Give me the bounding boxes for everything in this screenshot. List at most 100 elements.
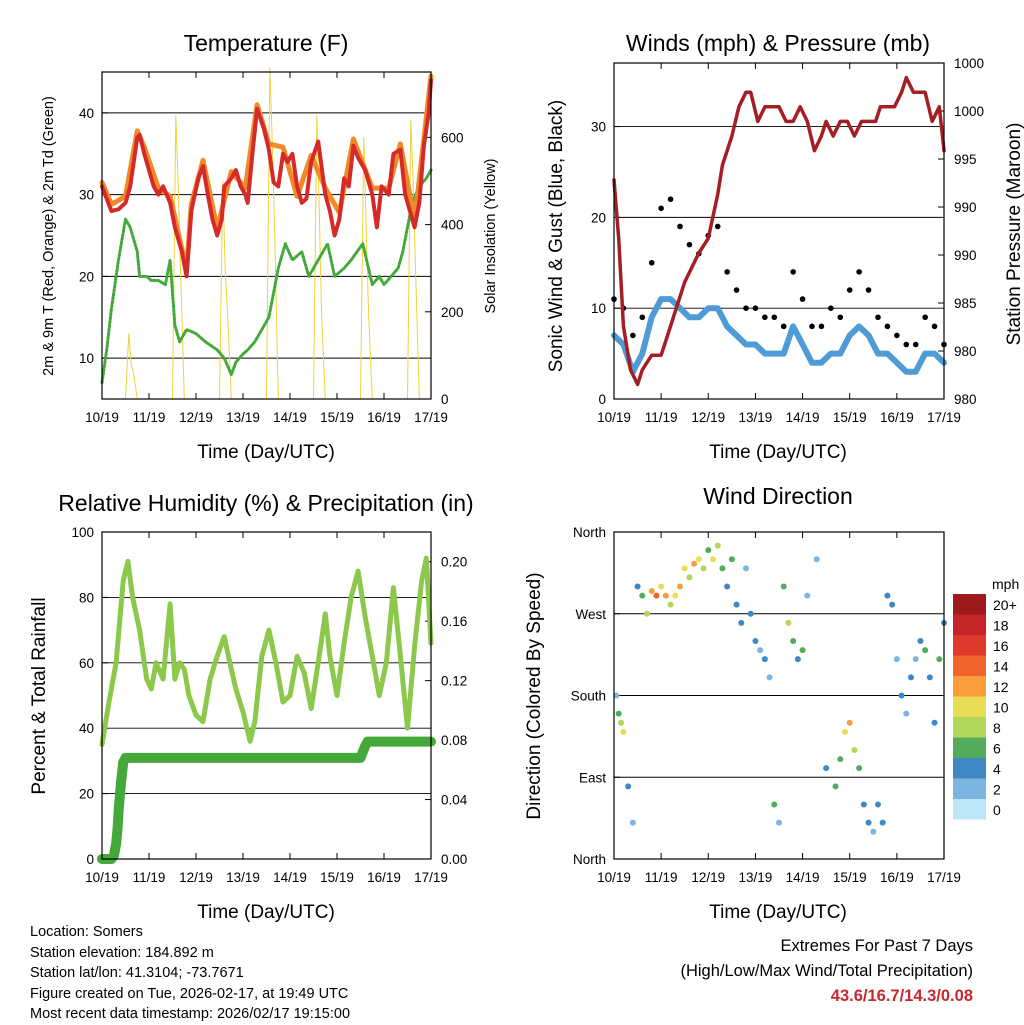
y-tick-label: North <box>573 525 606 540</box>
station-info: Location: Somers Station elevation: 184.… <box>30 922 350 1025</box>
extremes-heading: Extremes For Past 7 Days <box>780 937 973 955</box>
legend-swatch <box>953 696 986 717</box>
x-tick-label: 17/19 <box>414 410 448 425</box>
gust-point <box>809 323 815 330</box>
direction-point <box>719 565 726 572</box>
temperature-xlabel: Time (Day/UTC) <box>197 442 335 463</box>
y2-tick-label: 995 <box>954 152 977 167</box>
direction-point <box>658 583 665 590</box>
gust-point <box>856 269 862 275</box>
y2-tick-label: 400 <box>441 218 464 233</box>
precip-point <box>114 802 124 812</box>
gust-point <box>771 314 778 321</box>
precip-point <box>262 753 271 763</box>
direction-point <box>691 560 698 567</box>
x-tick-label: 11/19 <box>133 870 166 885</box>
direction-point <box>662 592 669 599</box>
direction-point <box>752 638 759 644</box>
gust-point <box>790 269 796 275</box>
humidity-panel: Relative Humidity (%) & Precipitation (i… <box>29 490 474 923</box>
y-tick-label: 20 <box>79 269 94 284</box>
direction-point <box>724 583 731 590</box>
y2-tick-label: 200 <box>441 305 464 320</box>
direction-point <box>799 647 806 654</box>
precip-point <box>332 753 342 763</box>
direction-point <box>794 656 801 663</box>
x-tick-label: 14/19 <box>786 410 820 425</box>
direction-point <box>738 619 745 626</box>
y2-tick-label: 600 <box>441 130 464 145</box>
legend-label: 16 <box>993 638 1009 654</box>
x-tick-label: 10/19 <box>85 870 119 885</box>
legend-swatch <box>953 717 986 738</box>
legend-swatch <box>953 594 986 615</box>
x-tick-label: 10/19 <box>597 870 631 885</box>
x-tick-label: 16/19 <box>880 870 914 885</box>
y2-tick-label: 0.16 <box>441 614 467 629</box>
x-tick-label: 12/19 <box>691 870 725 885</box>
y-tick-label: 60 <box>79 656 94 671</box>
x-tick-label: 11/19 <box>133 410 166 425</box>
y-tick-label: 20 <box>79 787 94 802</box>
gust-point <box>875 314 881 321</box>
direction-point <box>629 819 636 826</box>
gust-point <box>780 323 787 330</box>
legend-label: 14 <box>993 659 1009 675</box>
direction-point <box>714 542 721 549</box>
direction-point <box>898 692 905 699</box>
y2-tick-label: 990 <box>954 248 977 263</box>
y-tick-label: 100 <box>71 525 94 540</box>
y-tick-label: North <box>573 852 606 867</box>
legend-swatch <box>953 778 986 799</box>
y-tick-label: 40 <box>79 721 94 736</box>
gust-point <box>799 296 806 302</box>
gust-point <box>762 314 768 321</box>
gust-point <box>630 332 636 339</box>
gust-point <box>828 305 834 311</box>
gust-point <box>865 287 872 293</box>
winds-plot-area: 0 10 20 30 980 980 985 990 990 995 1000 1000 10/19 11… <box>591 56 984 425</box>
y-tick-label: 30 <box>79 188 94 203</box>
direction-point <box>615 710 622 717</box>
gust-point <box>912 341 919 348</box>
precip-point <box>238 753 248 763</box>
direction-point <box>832 783 839 790</box>
gust-point <box>714 223 721 230</box>
extremes-value: 43.6/16.7/14.3/0.08 <box>830 987 973 1005</box>
series-relative-humidity <box>99 555 434 747</box>
station-location: Location: Somers <box>30 924 143 940</box>
direction-point <box>620 728 627 735</box>
extremes-subheading: (High/Low/Max Wind/Total Precipitation) <box>680 962 973 980</box>
direction-point <box>917 638 924 644</box>
y-tick-label: 40 <box>79 106 94 121</box>
station-latlon: Station lat/lon: 41.3104; -73.7671 <box>30 965 244 981</box>
direction-point <box>790 638 797 644</box>
x-tick-label: 14/19 <box>273 410 307 425</box>
legend-swatch <box>953 635 986 656</box>
direction-point <box>771 801 778 808</box>
legend-label: 12 <box>993 679 1009 695</box>
series-station-pressure <box>612 75 946 387</box>
x-tick-label: 10/19 <box>85 410 119 425</box>
precip-point <box>116 780 126 790</box>
y-tick-label: 80 <box>79 590 94 605</box>
direction-point <box>625 783 632 790</box>
winds-ylabel-right: Station Pressure (Maroon) <box>1004 123 1024 346</box>
y2-tick-label: 1000 <box>954 56 984 71</box>
temperature-title: Temperature (F) <box>184 30 349 56</box>
y2-tick-label: 980 <box>954 392 977 407</box>
direction-frame <box>613 531 945 860</box>
direction-plot-area: North East South West North 10/19 11/19 12/19 13… <box>571 525 961 885</box>
x-tick-label: 17/19 <box>927 870 961 885</box>
gust-point <box>677 223 683 230</box>
direction-point <box>705 547 712 554</box>
precip-point <box>144 753 154 763</box>
y2-tick-label: 980 <box>954 344 977 359</box>
direction-point <box>648 588 655 595</box>
humidity-xlabel: Time (Day/UTC) <box>197 902 335 923</box>
y2-tick-label: 0.20 <box>441 555 467 570</box>
legend-swatch <box>953 799 986 820</box>
direction-point <box>846 719 853 726</box>
direction-point <box>634 583 641 590</box>
